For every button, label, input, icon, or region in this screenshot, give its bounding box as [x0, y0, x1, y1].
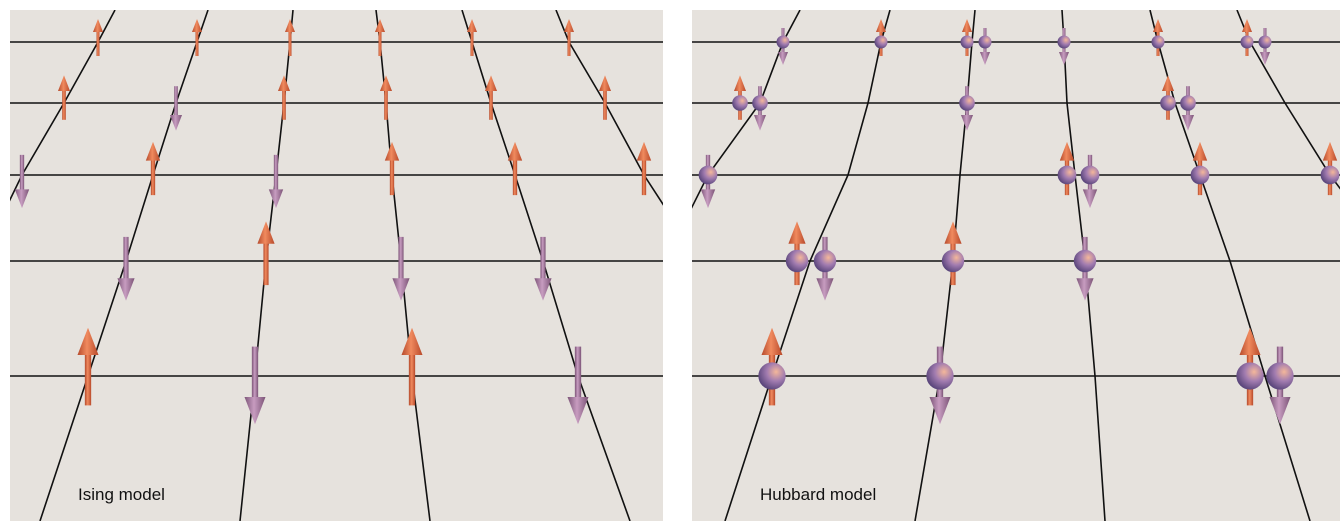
electron	[1160, 95, 1176, 111]
electron	[1058, 36, 1071, 49]
arrow-shaft	[20, 155, 24, 191]
electron	[1081, 166, 1100, 185]
panel-background	[10, 10, 663, 521]
electron	[758, 362, 785, 389]
arrow-shaft	[540, 237, 545, 280]
arrow-shaft	[575, 347, 581, 400]
arrow-shaft	[85, 353, 91, 406]
electron	[1180, 95, 1196, 111]
electron	[942, 250, 964, 272]
electron	[732, 95, 748, 111]
arrow-shaft	[409, 353, 415, 406]
arrow-shaft	[252, 347, 258, 400]
arrow-shaft	[263, 242, 268, 285]
electron	[961, 36, 974, 49]
arrow-shaft	[568, 31, 571, 56]
arrow-shaft	[151, 159, 155, 195]
electron	[926, 362, 953, 389]
electron	[699, 166, 718, 185]
arrow-shaft	[642, 159, 646, 195]
arrow-shaft	[603, 90, 607, 120]
electron	[1321, 166, 1340, 185]
arrow-shaft	[196, 31, 199, 56]
arrow-shaft	[379, 31, 382, 56]
electron	[1259, 36, 1272, 49]
arrow-shaft	[123, 237, 128, 280]
electron	[1191, 166, 1210, 185]
electron	[1266, 362, 1293, 389]
arrow-shaft	[274, 155, 278, 191]
electron	[752, 95, 768, 111]
arrow-shaft	[489, 90, 493, 120]
arrow-shaft	[282, 90, 286, 120]
figure: Ising model Hubbard model	[0, 0, 1340, 521]
electron	[875, 36, 888, 49]
electron	[959, 95, 975, 111]
arrow-shaft	[390, 159, 394, 195]
electron	[979, 36, 992, 49]
panel-label: Ising model	[78, 485, 165, 504]
arrow-shaft	[289, 31, 292, 56]
arrow-shaft	[384, 90, 388, 120]
electron	[1074, 250, 1096, 272]
arrow-shaft	[398, 237, 403, 280]
electron	[1152, 36, 1165, 49]
arrow-shaft	[62, 90, 66, 120]
arrow-shaft	[471, 31, 474, 56]
electron	[777, 36, 790, 49]
arrow-shaft	[174, 86, 178, 116]
arrow-shaft	[97, 31, 100, 56]
panel-label: Hubbard model	[760, 485, 876, 504]
electron	[786, 250, 808, 272]
electron	[1058, 166, 1077, 185]
electron	[814, 250, 836, 272]
arrow-shaft	[513, 159, 517, 195]
electron	[1236, 362, 1263, 389]
electron	[1241, 36, 1254, 49]
